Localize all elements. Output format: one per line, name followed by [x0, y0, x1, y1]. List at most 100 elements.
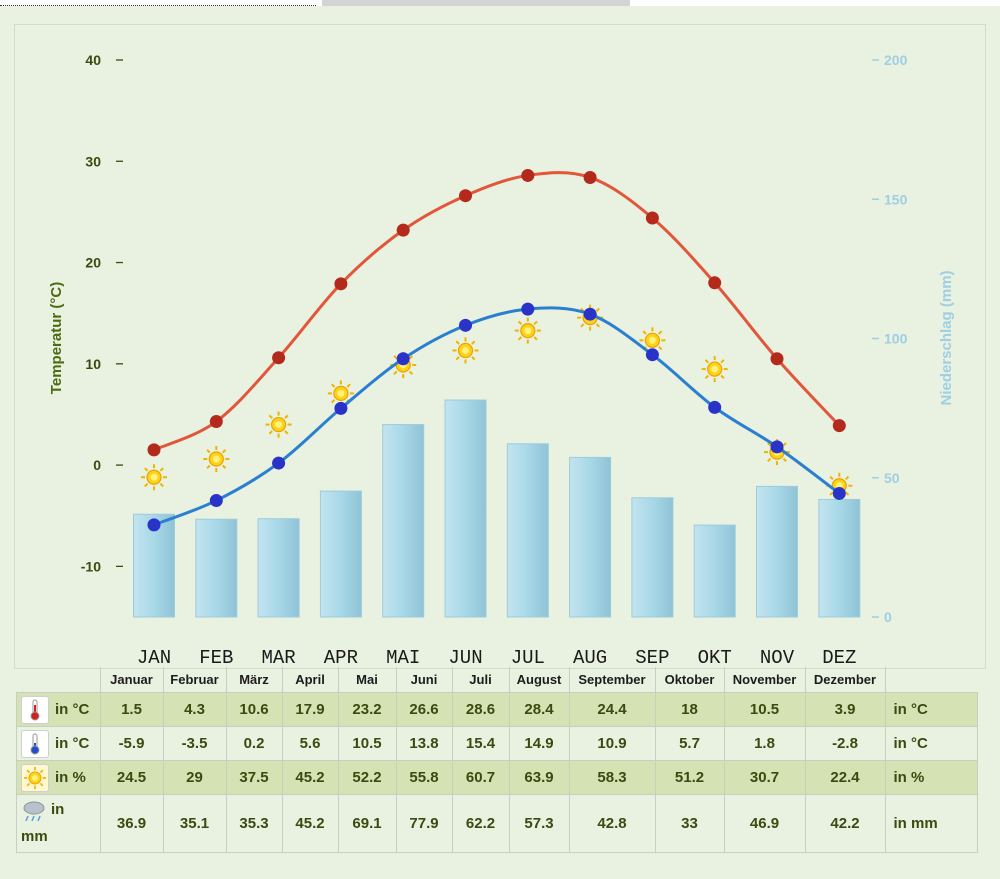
left-tick-label: 30	[85, 153, 101, 169]
row-unit: in mm	[884, 794, 978, 853]
table-cell: 33	[654, 794, 725, 853]
left-tick-label: 40	[85, 52, 101, 68]
precipitation-bar	[756, 485, 798, 618]
right-tick-label: 200	[884, 52, 908, 68]
top-tab-right	[322, 0, 630, 6]
table-cell: 37.5	[225, 760, 283, 795]
table-cell: 42.8	[568, 794, 656, 853]
header-blank	[885, 667, 978, 693]
top-tab-left	[0, 0, 316, 6]
table-cell: 45.2	[281, 760, 339, 795]
table-cell: 45.2	[281, 794, 339, 853]
row-label: in °C	[55, 700, 90, 718]
month-label: NOV	[760, 647, 795, 669]
max-temperature-point	[770, 352, 784, 366]
climate-table: Januar Februar März April Mai Juni Juli …	[16, 667, 978, 853]
sun-marker	[202, 445, 231, 474]
max-temperature-point	[272, 351, 286, 365]
thermometer-red-icon	[21, 695, 49, 724]
min-temperature-point	[583, 307, 597, 321]
table-cell: 5.6	[281, 726, 339, 761]
row-label: in	[51, 801, 65, 819]
table-cell: 57.3	[508, 794, 570, 853]
table-cell: 10.5	[337, 726, 397, 761]
table-cell: 62.2	[451, 794, 510, 853]
table-cell: 35.3	[225, 794, 283, 853]
month-label: MAR	[261, 647, 295, 669]
top-strip	[0, 0, 1000, 6]
left-tick-label: 20	[85, 255, 101, 271]
month-labels: JAN FEB MAR APR MAI JUN JUL AUG SEP OKT NOV DEZ	[137, 647, 857, 669]
table-cell: 22.4	[804, 760, 886, 795]
table-cell: -2.8	[804, 726, 886, 761]
min-temperature-point	[459, 318, 472, 332]
sun-marker	[451, 336, 480, 365]
table-row: in °C -5.9 -3.5 0.2 5.6 10.5 13.8 15.4 1…	[16, 726, 978, 761]
month-header: März	[225, 667, 283, 693]
month-label: JUL	[511, 647, 545, 669]
month-label: MAI	[386, 647, 420, 669]
table-header-row: Januar Februar März April Mai Juni Juli …	[17, 667, 978, 693]
precipitation-bar	[133, 513, 175, 618]
table-cell: 26.6	[395, 692, 453, 727]
table-cell: 10.9	[568, 726, 656, 761]
table-cell: 14.9	[508, 726, 570, 761]
table-cell: 46.9	[723, 794, 806, 853]
table-cell: 0.2	[225, 726, 283, 761]
row-label: in %	[55, 768, 86, 786]
max-temperature-point	[459, 189, 472, 203]
row-unit: in °C	[884, 726, 978, 761]
table-cell: 15.4	[451, 726, 510, 761]
max-temperature-point	[334, 277, 348, 291]
table-cell: 24.4	[568, 692, 656, 727]
thermometer-blue-icon	[21, 729, 49, 758]
precipitation-bar	[444, 399, 487, 618]
month-header: Oktober	[654, 667, 725, 693]
table-row: in mm 36.9 35.1 35.3 45.2 69.1 77.9 62.2 …	[16, 794, 978, 853]
max-temperature-point	[396, 223, 410, 237]
min-temperature-point	[645, 348, 659, 362]
rain-cloud-icon	[21, 798, 47, 824]
header-blank	[17, 667, 101, 693]
table-cell: 63.9	[508, 760, 570, 795]
right-axis: 200 150 100 50 0	[872, 52, 908, 625]
row-label: in °C	[55, 734, 90, 752]
table-cell: 36.9	[99, 794, 164, 853]
month-header: Januar	[99, 667, 164, 693]
min-temperature-point	[147, 518, 161, 532]
min-temperature-point	[334, 401, 348, 415]
table-cell: 77.9	[395, 794, 453, 853]
table-cell: 3.9	[804, 692, 886, 727]
min-temperature-point	[272, 456, 286, 470]
month-header: Juni	[395, 667, 453, 693]
sun-marker	[140, 463, 168, 492]
max-temperature-point	[708, 276, 722, 290]
month-header: April	[281, 667, 339, 693]
table-cell: -5.9	[99, 726, 164, 761]
month-label: APR	[324, 647, 358, 669]
sun-marker	[513, 316, 542, 345]
left-axis: 40 30 20 10 0 -10	[81, 52, 123, 574]
precipitation-bar	[569, 456, 612, 618]
month-header: August	[508, 667, 570, 693]
month-label: JAN	[137, 647, 171, 669]
min-temperature-point	[396, 352, 410, 366]
table-cell: 51.2	[654, 760, 725, 795]
precipitation-bar	[257, 518, 300, 618]
table-cell: 60.7	[451, 760, 510, 795]
precipitation-bar	[818, 498, 861, 618]
month-label: SEP	[635, 647, 669, 669]
table-cell: 29	[162, 760, 227, 795]
row-unit: in °C	[884, 692, 978, 727]
max-temperature-point	[209, 415, 223, 429]
sun-marker	[264, 410, 293, 439]
table-cell: 5.7	[654, 726, 725, 761]
table-cell: 1.5	[99, 692, 164, 727]
left-axis-title: Temperatur (°C)	[48, 282, 65, 394]
precipitation-bar	[319, 490, 362, 618]
left-tick-label: -10	[81, 558, 101, 574]
table-cell: 55.8	[395, 760, 453, 795]
table-cell: 30.7	[723, 760, 806, 795]
precipitation-bar	[631, 497, 674, 618]
